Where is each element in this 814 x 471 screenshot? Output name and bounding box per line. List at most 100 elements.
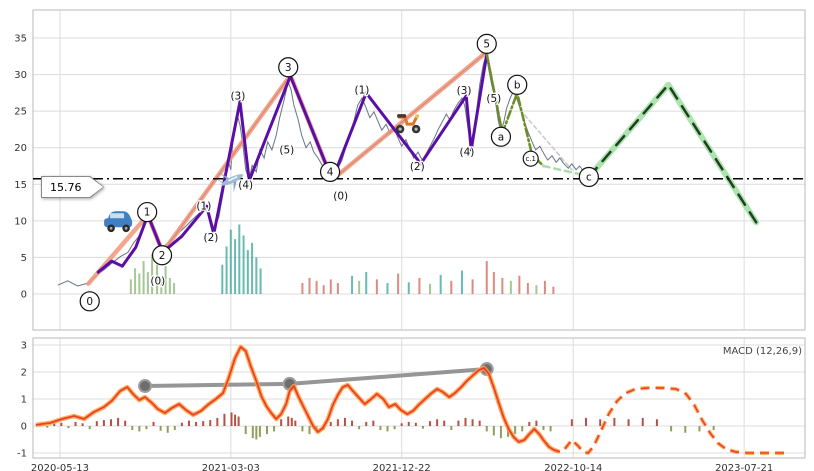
macd-histogram-bar (251, 426, 254, 439)
wave-projection-green-band (585, 81, 760, 226)
macd-histogram-bar (88, 426, 91, 430)
volume-bar (351, 275, 354, 294)
macd-histogram-bar (429, 421, 432, 426)
macd-histogram-bar (187, 420, 190, 426)
x-tick-label: 2021-12-22 (373, 463, 431, 471)
wave-label: (1) (355, 84, 370, 96)
macd-histogram-bar (492, 426, 495, 436)
macd-histogram-bar (436, 419, 439, 426)
volume-bar (322, 285, 325, 294)
wave-label: (0) (150, 275, 165, 287)
wave-label-circle (151, 245, 173, 266)
wave-label: (3) (230, 90, 245, 102)
scooter-icon (395, 114, 421, 134)
macd-histogram-bar (372, 420, 375, 426)
macd-histogram-bar (74, 421, 77, 426)
volume-bar (375, 279, 378, 294)
macd-histogram-bar (549, 426, 552, 432)
volume-bar (160, 275, 163, 294)
volume-bar (526, 283, 529, 294)
macd-histogram-bar (230, 412, 233, 426)
y-tick-label: 25 (14, 107, 27, 118)
volume-bar (168, 277, 171, 294)
wave-projection-dark-dashes (587, 83, 758, 224)
y-tick-label: 30 (14, 70, 27, 81)
price-line (57, 54, 589, 287)
macd-histogram-bar (542, 426, 545, 431)
macd-histogram-bar (109, 419, 112, 426)
macd-histogram-bar (443, 420, 446, 426)
macd-histogram-bar (290, 417, 293, 426)
wave-label: (4) (238, 180, 253, 192)
volume-bar (439, 274, 442, 294)
macd-projection-glow (563, 385, 785, 455)
x-tick-label: 2020-05-13 (31, 463, 89, 471)
wave-label: (5) (279, 144, 294, 156)
volume-bar (485, 261, 488, 294)
macd-histogram-bar (712, 426, 715, 431)
wave-subwave-purple (96, 52, 489, 274)
volume-bar (164, 266, 167, 294)
wave-label: 0 (86, 296, 93, 308)
macd-histogram-bar (627, 419, 630, 426)
wave-label-circle (490, 126, 512, 147)
macd-histogram-bar (237, 416, 240, 426)
volume-bar (418, 277, 421, 294)
macd-histogram-bar (670, 426, 673, 432)
macd-histogram-bar (280, 419, 283, 426)
macd-histogram-bar (698, 426, 701, 432)
wave-label: b (514, 79, 521, 91)
macd-histogram-bar (244, 426, 247, 435)
macd-panel-border (32, 337, 806, 459)
x-tick-label: 2023-07-21 (715, 463, 773, 471)
wave-label: c.1 (525, 155, 536, 163)
volume-bar (315, 280, 318, 294)
wave-label-circle (278, 57, 299, 78)
macd-histogram-bar (308, 426, 311, 435)
wave-ghost-gray-dash (519, 108, 573, 171)
macd-histogram-bar (216, 417, 219, 426)
wave-label-circle (507, 74, 528, 95)
wave-label: a (498, 131, 504, 143)
volume-bar (146, 272, 149, 294)
y-tick-label: 3 (21, 341, 27, 352)
price-badge-body: 15.76 (42, 177, 103, 197)
macd-histogram-bar (145, 426, 148, 430)
macd-histogram-bar (414, 422, 417, 426)
macd-histogram-bar (485, 426, 488, 432)
macd-histogram-bar (535, 420, 538, 426)
macd-trend-dot (138, 379, 153, 394)
macd-histogram-bar (255, 426, 258, 440)
macd-histogram-bar (294, 420, 297, 426)
wave-label: (3) (457, 85, 472, 97)
wave-label: (2) (410, 161, 425, 173)
volume-bar (242, 235, 245, 294)
volume-bar (407, 282, 410, 294)
macd-histogram-bar (585, 417, 588, 426)
macd-histogram-bar (684, 426, 687, 433)
volume-bar (142, 261, 145, 294)
macd-histogram-bar (124, 420, 127, 426)
wave-label-circle (137, 201, 158, 223)
volume-bar (329, 279, 332, 294)
macd-histogram-bar (53, 423, 56, 426)
macd-histogram-bar (117, 417, 120, 426)
car-icon (104, 211, 133, 233)
wave-label: 4 (327, 166, 334, 178)
macd-histogram-bar (209, 420, 212, 426)
macd-histogram-bar (358, 426, 361, 430)
macd-legend: MACD (12,26,9) (722, 346, 802, 357)
macd-histogram-bar (265, 426, 268, 435)
y-tick-label: 0 (21, 290, 27, 301)
volume-bar (471, 279, 474, 294)
y-tick-label: -1 (17, 449, 27, 460)
wave-label: 1 (144, 207, 151, 219)
volume-bar (173, 283, 176, 294)
y-tick-label: 10 (14, 216, 27, 227)
wave-label-circle (476, 33, 497, 54)
macd-histogram-bar (514, 426, 517, 435)
x-tick-label: 2021-03-03 (202, 463, 260, 471)
volume-bar (552, 286, 555, 294)
